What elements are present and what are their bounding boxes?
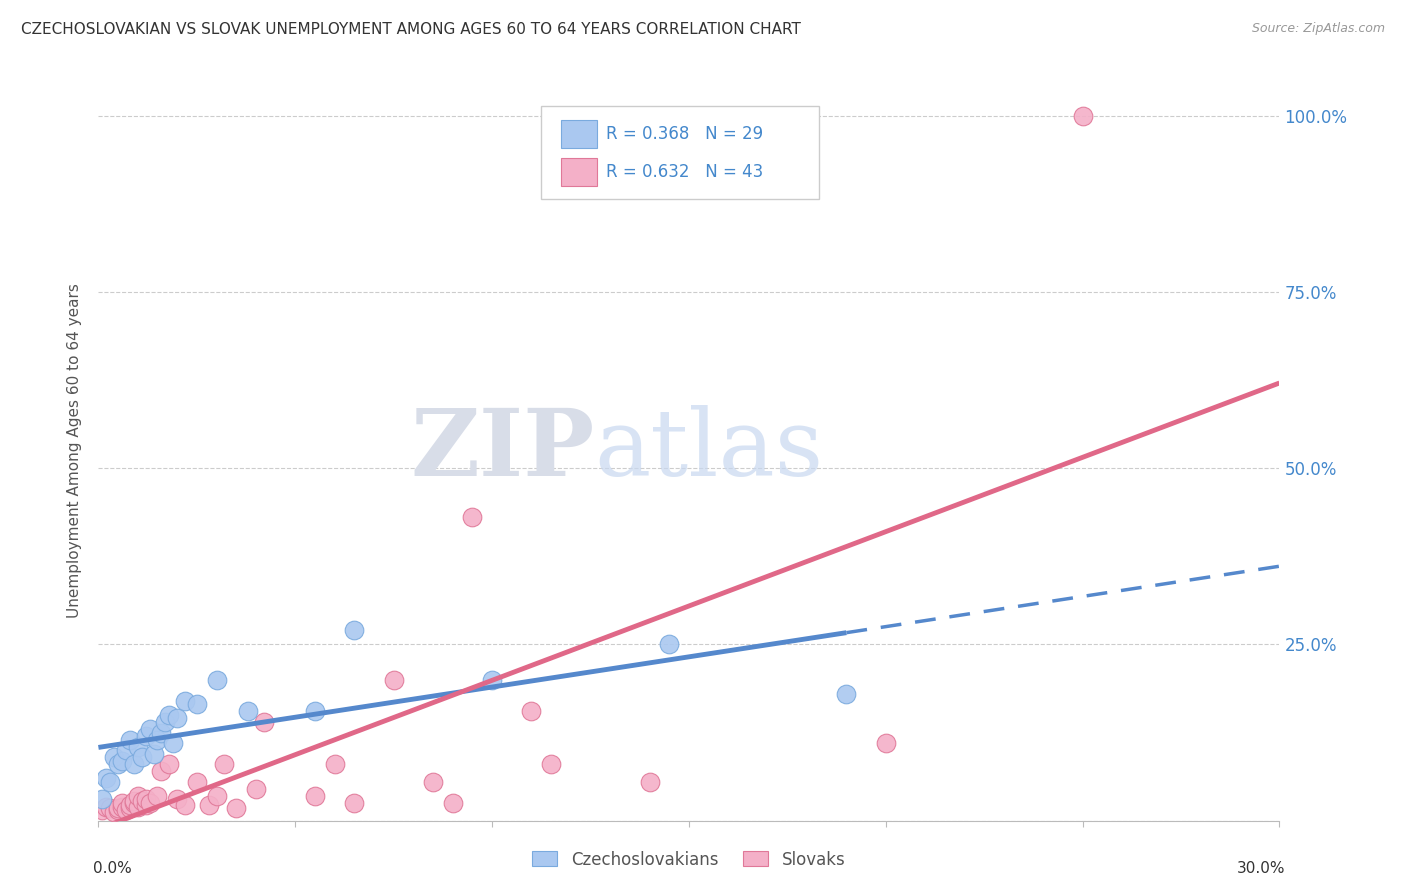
Point [118, 732, 141, 747]
Bar [561, 158, 596, 186]
Point [107, 757, 129, 772]
Point [122, 757, 145, 772]
FancyBboxPatch shape [541, 106, 818, 199]
Point [150, 725, 173, 739]
Point [107, 803, 129, 817]
Point [111, 799, 134, 814]
Point [343, 796, 366, 810]
Text: CZECHOSLOVAKIAN VS SLOVAK UNEMPLOYMENT AMONG AGES 60 TO 64 YEARS CORRELATION CHA: CZECHOSLOVAKIAN VS SLOVAK UNEMPLOYMENT A… [21, 22, 801, 37]
Point [225, 801, 247, 815]
Legend: Czechoslovakians, Slovaks: Czechoslovakians, Slovaks [526, 844, 852, 875]
Point [131, 750, 153, 764]
Text: R = 0.368   N = 29: R = 0.368 N = 29 [606, 126, 763, 144]
Point [166, 792, 188, 806]
Text: 30.0%: 30.0% [1237, 862, 1285, 876]
Point [186, 698, 208, 712]
Point [658, 637, 681, 651]
Point [103, 805, 125, 820]
Point [875, 736, 897, 750]
Point [103, 750, 125, 764]
Point [304, 789, 326, 803]
Point [253, 714, 276, 729]
Point [96, 772, 118, 786]
Point [127, 799, 149, 814]
Point [197, 798, 219, 813]
Point [461, 510, 484, 524]
Text: atlas: atlas [595, 406, 824, 495]
Point [1071, 109, 1094, 123]
Point [122, 794, 145, 808]
Point [323, 757, 346, 772]
Point [304, 704, 326, 718]
Point [186, 775, 208, 789]
Point [127, 739, 149, 754]
Point [157, 707, 180, 722]
Point [138, 796, 160, 810]
Point [138, 722, 160, 736]
Point [520, 704, 543, 718]
Point [150, 764, 173, 779]
Point [98, 801, 121, 815]
Point [118, 798, 141, 813]
Point [135, 792, 157, 806]
Point [111, 796, 134, 810]
Text: 0.0%: 0.0% [93, 862, 131, 876]
Point [540, 757, 562, 772]
Y-axis label: Unemployment Among Ages 60 to 64 years: Unemployment Among Ages 60 to 64 years [67, 283, 83, 618]
Point [115, 803, 138, 817]
Point [142, 747, 165, 761]
Point [245, 781, 267, 796]
Point [155, 714, 177, 729]
Point [115, 743, 138, 757]
Point [157, 757, 180, 772]
Point [118, 801, 141, 815]
Point [214, 757, 236, 772]
Point [135, 798, 157, 813]
Point [91, 803, 114, 817]
Text: R = 0.632   N = 43: R = 0.632 N = 43 [606, 163, 763, 181]
Point [146, 732, 169, 747]
Point [441, 796, 464, 810]
Point [835, 687, 858, 701]
Point [107, 801, 129, 815]
Point [127, 789, 149, 803]
Point [481, 673, 503, 687]
Point [174, 694, 197, 708]
Point [236, 704, 259, 718]
Point [205, 789, 228, 803]
Point [131, 794, 153, 808]
Point [91, 792, 114, 806]
Point [98, 775, 121, 789]
Bar [561, 120, 596, 148]
Point [166, 711, 188, 725]
Point [343, 624, 366, 638]
Text: Source: ZipAtlas.com: Source: ZipAtlas.com [1251, 22, 1385, 36]
Point [422, 775, 444, 789]
Point [96, 799, 118, 814]
Point [174, 798, 197, 813]
Point [111, 754, 134, 768]
Point [638, 775, 661, 789]
Point [205, 673, 228, 687]
Point [146, 789, 169, 803]
Point [162, 736, 184, 750]
Text: ZIP: ZIP [411, 406, 595, 495]
Point [135, 729, 157, 743]
Point [122, 796, 145, 810]
Point [382, 673, 405, 687]
